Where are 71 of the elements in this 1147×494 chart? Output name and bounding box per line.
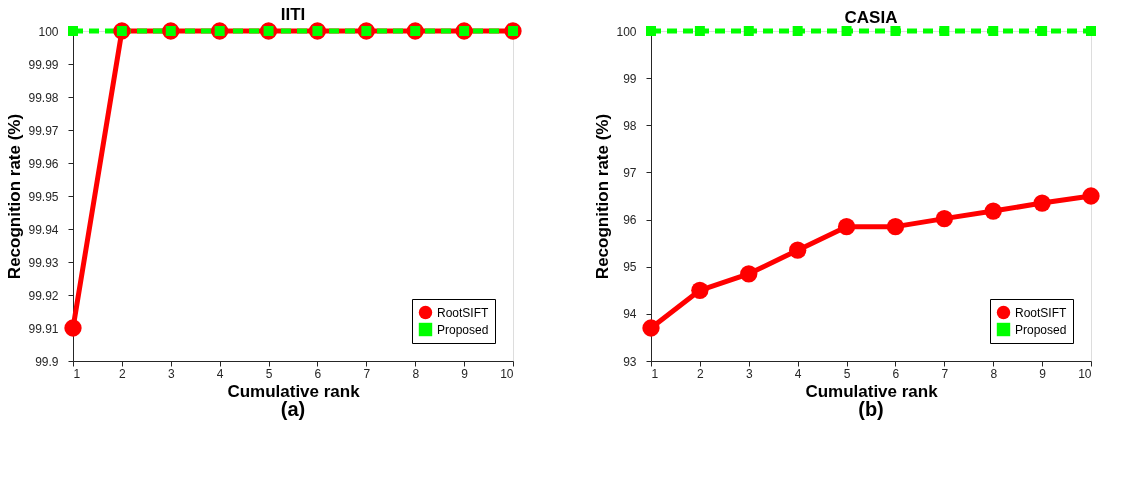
point [935,209,953,228]
x-tick-label: 4 [794,366,802,381]
y-tick-label: 100 [616,24,637,39]
y-tick-label: 99 [623,71,637,86]
legend-label: RootSIFT [1015,305,1068,320]
point [792,26,803,36]
x-tick-label: 5 [843,366,851,381]
x-tick-label: 10 [500,366,514,381]
point [1037,26,1048,36]
x-tick-label: 9 [1039,366,1047,381]
y-axis-title: Recognition rate (%) [5,113,25,280]
y-tick-label: 93 [623,354,637,369]
y-tick-label: 99.96 [28,156,59,171]
point [646,26,656,36]
point [694,26,705,36]
legend-label: RootSIFT [437,305,490,320]
y-tick-label: 96 [623,213,637,228]
text: (a) [280,398,306,420]
point [743,26,754,36]
y-tick-label: 99.91 [28,321,59,336]
chart-title: IITI [280,5,306,25]
y-tick-label: 99.92 [28,288,59,303]
x-tick-label: 8 [412,366,420,381]
point [1082,187,1100,205]
point [1033,194,1051,212]
x-tick-label: 5 [265,366,273,381]
x-tick-label: 1 [651,366,659,381]
x-tick-label: 1 [73,366,81,381]
x-tick-label: 7 [363,366,371,381]
y-tick-label: 99.9 [35,354,59,369]
point [789,241,807,259]
y-tick-label: 94 [623,307,637,322]
x-tick-label: 8 [990,366,998,381]
x-tick-label: 3 [745,366,753,381]
x-tick-label: 6 [892,366,900,381]
x-axis-title: Cumulative rank [227,381,361,401]
x-tick-label: 3 [167,366,175,381]
x-tick-label: 2 [119,366,127,381]
y-tick-label: 99.95 [28,189,59,204]
y-tick-label: 99.94 [28,222,59,237]
point [642,319,660,337]
point [988,26,999,36]
y-tick-label: 99.98 [28,90,59,105]
y-tick-label: 97 [623,165,637,180]
x-tick-label: 10 [1078,366,1092,381]
x-tick-label: 6 [314,366,322,381]
point [890,26,901,36]
x-tick-label: 7 [941,366,949,381]
legend-label: Proposed [1015,322,1067,337]
point [886,218,905,236]
point [984,202,1002,220]
y-tick-label: 98 [623,118,637,133]
y-tick-label: 99.97 [28,123,59,138]
y-tick-label: 99.99 [28,57,59,72]
y-tick-label: 99.93 [28,255,59,270]
chart-title: CASIA [844,8,898,27]
point [841,26,852,36]
x-axis-title: Cumulative rank [805,381,939,401]
y-axis-title: Recognition rate (%) [593,113,613,280]
y-tick-label: 95 [623,260,637,275]
point [1086,26,1096,36]
point [837,218,856,236]
x-tick-label: 2 [697,366,705,381]
y-tick-label: 100 [38,24,59,39]
text: (b) [858,398,884,420]
point [939,26,950,36]
x-tick-label: 4 [216,366,224,381]
x-tick-label: 9 [461,366,469,381]
legend-label: Proposed [437,322,489,337]
point [691,281,709,299]
point [740,265,758,283]
